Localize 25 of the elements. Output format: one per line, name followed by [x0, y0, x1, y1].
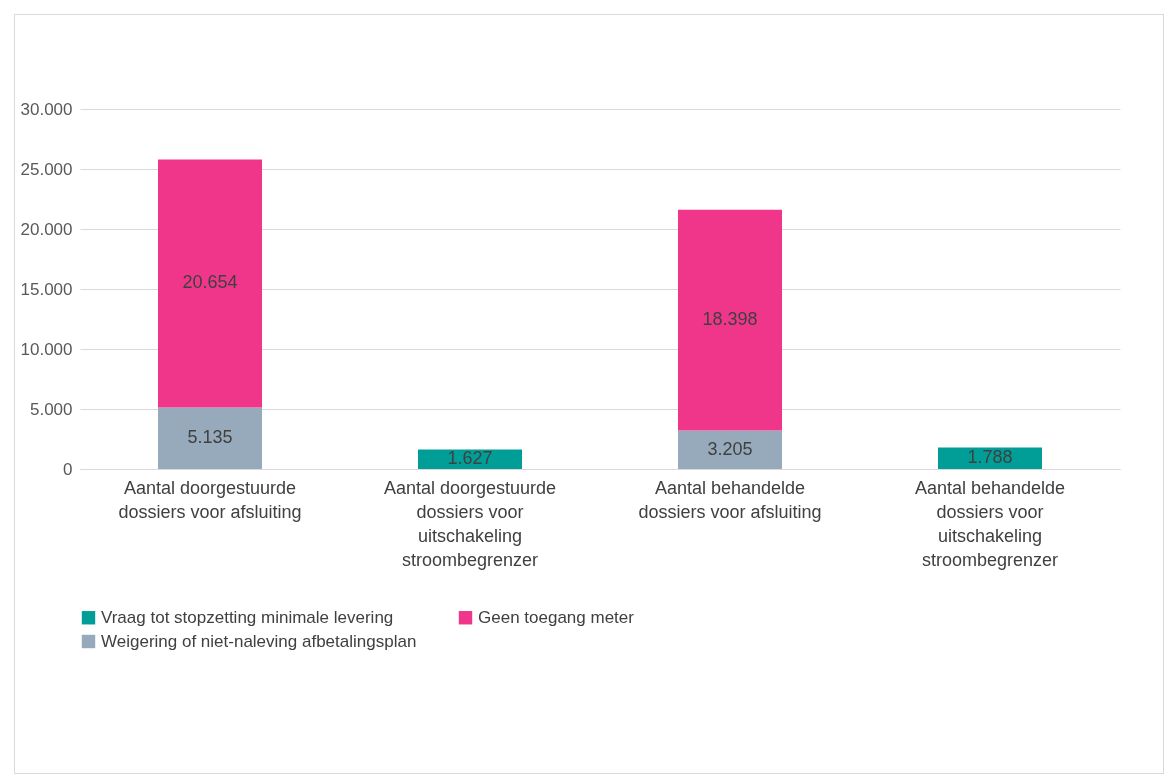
x-tick-label: Aantal doorgestuurde dossiers voor afsluiting	[118, 477, 302, 522]
bar	[158, 407, 262, 469]
data-label: 20.654	[182, 272, 238, 293]
data-label: 1.788	[967, 447, 1013, 468]
bar	[418, 449, 522, 469]
data-label: 1.627	[447, 448, 493, 469]
y-tick-label: 25.000	[20, 159, 73, 179]
y-tick-label: 5.000	[29, 399, 73, 419]
x-tick-label: Aantal behandelde dossiers voor afsluiting	[638, 477, 822, 522]
y-tick-label: 30.000	[20, 99, 73, 119]
y-tick-label: 0	[63, 459, 73, 479]
y-tick-label: 10.000	[20, 339, 73, 359]
legend-label: Weigering of niet-naleving afbetalingsplan	[101, 631, 417, 651]
legend-label: Geen toegang meter	[478, 607, 635, 627]
data-label: 5.135	[187, 427, 233, 448]
legend-label: Vraag tot stopzetting minimale levering	[101, 607, 394, 627]
y-tick-label: 15.000	[20, 279, 73, 299]
x-tick-label: Aantal doorgestuurde dossiers voor uitschakeling stroombegrenzer	[383, 477, 557, 570]
bar	[678, 430, 782, 469]
data-label: 18.398	[702, 309, 758, 330]
bar	[158, 159, 262, 408]
y-tick-label: 20.000	[20, 219, 73, 239]
bar	[678, 209, 782, 431]
x-tick-label: Aantal behandelde dossiers voor uitschakeling stroombegrenzer	[914, 477, 1066, 570]
data-label: 3.205	[707, 438, 753, 459]
